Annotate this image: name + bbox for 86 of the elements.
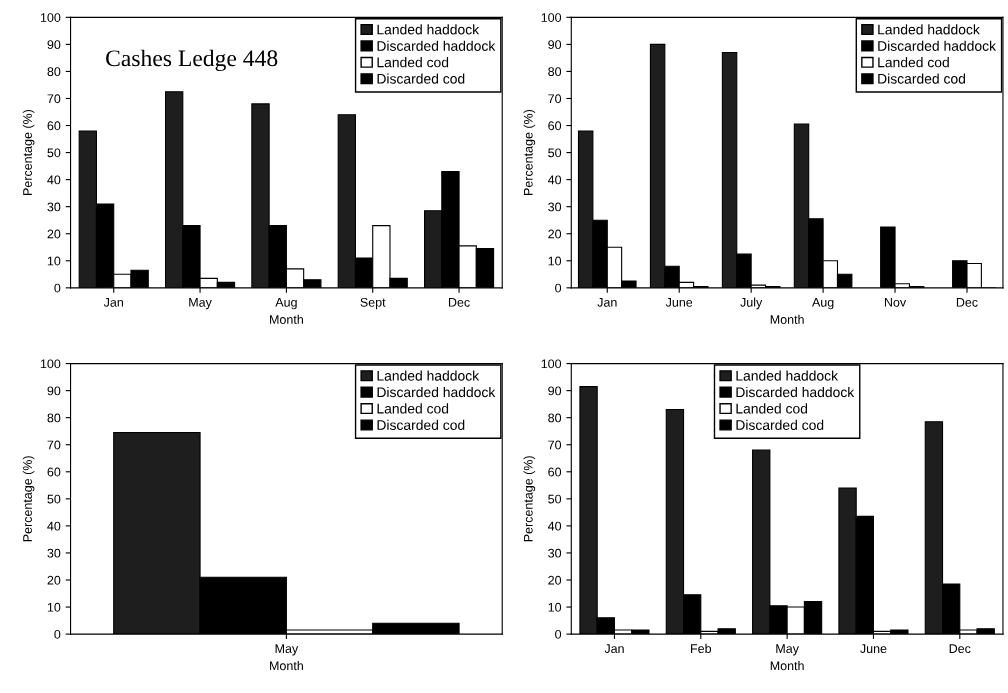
legend-label: Discarded cod — [878, 73, 966, 84]
y-tick-label: 40 — [47, 521, 61, 531]
x-axis-title: Month — [770, 661, 804, 671]
x-tick-label: Aug — [812, 298, 834, 310]
y-tick-label: 70 — [47, 440, 61, 450]
y-tick-label: 0 — [555, 629, 562, 639]
x-tick-label: Feb — [691, 643, 712, 653]
y-tick-label: 70 — [548, 440, 562, 450]
y-tick-label: 60 — [47, 121, 61, 131]
x-tick-label: Dec — [949, 644, 971, 653]
legend-label: Landed haddock — [377, 24, 480, 35]
x-tick-label: May — [275, 644, 299, 656]
legend-label: Landed haddock — [377, 370, 480, 381]
x-tick-label: May — [776, 644, 799, 656]
y-tick-label: 40 — [547, 175, 562, 185]
y-tick-label: 20 — [548, 575, 562, 585]
y-tick-label: 90 — [548, 40, 562, 50]
y-tick-label: 10 — [47, 256, 61, 266]
y-tick-label: 70 — [47, 94, 61, 104]
x-tick-label: Jan — [604, 644, 624, 653]
y-tick-label: 30 — [47, 202, 61, 212]
legend-label: Discarded haddock — [736, 386, 855, 398]
y-tick-label: 10 — [548, 256, 562, 266]
y-tick-label: 90 — [47, 386, 61, 396]
y-tick-label: 100 — [541, 13, 562, 22]
x-axis-title: Month — [270, 314, 303, 324]
y-tick-label: 10 — [548, 602, 562, 612]
y-tick-label: 100 — [40, 13, 61, 22]
x-tick-label: May — [189, 298, 212, 310]
legend-label: Landed haddock — [736, 370, 839, 381]
y-axis-title: Percentage (%) — [22, 456, 35, 542]
legend-label: Landed cod — [878, 57, 949, 68]
x-tick-label: Dec — [448, 298, 470, 307]
legend-label: Discarded cod — [736, 419, 824, 430]
x-tick-label: June — [665, 298, 693, 307]
legend-label: Landed haddock — [878, 24, 980, 35]
y-tick-label: 20 — [548, 229, 562, 239]
y-tick-label: 50 — [548, 494, 562, 504]
y-tick-label: 30 — [47, 548, 61, 558]
y-tick-label: 20 — [47, 575, 61, 585]
x-tick-label: Nov — [884, 298, 907, 307]
y-axis-title: Percentage (%) — [523, 109, 536, 195]
y-tick-label: 90 — [47, 40, 61, 50]
legend-label: Landed cod — [736, 403, 808, 414]
y-tick-label: 80 — [47, 67, 61, 77]
y-axis-title: Percentage (%) — [523, 456, 536, 542]
annotation: Cashes Ledge 448 — [106, 49, 278, 72]
x-tick-label: Jan — [103, 298, 123, 307]
y-tick-label: 70 — [548, 94, 562, 104]
x-tick-label: Jan — [597, 298, 617, 307]
y-tick-label: 40 — [47, 175, 61, 185]
y-tick-label: 0 — [54, 283, 61, 293]
y-tick-label: 80 — [548, 67, 562, 77]
y-tick-label: 50 — [47, 494, 61, 504]
x-tick-label: Sept — [360, 297, 386, 310]
legend-label: Landed cod — [377, 57, 449, 68]
y-tick-label: 0 — [555, 283, 562, 293]
x-tick-label: June — [860, 644, 887, 653]
y-tick-label: 40 — [547, 521, 562, 531]
legend-label: Discarded cod — [377, 419, 465, 430]
legend-label: Discarded haddock — [377, 386, 496, 398]
x-tick-label: Aug — [275, 298, 297, 310]
y-tick-label: 10 — [47, 602, 61, 612]
x-tick-label: Dec — [956, 298, 978, 307]
y-tick-label: 20 — [47, 229, 61, 239]
y-tick-label: 60 — [47, 467, 61, 477]
y-tick-label: 30 — [548, 202, 562, 212]
y-tick-label: 60 — [548, 467, 562, 477]
y-tick-label: 30 — [548, 548, 562, 558]
y-tick-label: 80 — [47, 413, 61, 423]
y-tick-label: 60 — [548, 121, 562, 131]
legend-label: Discarded cod — [377, 73, 465, 84]
legend-label: Landed cod — [377, 403, 449, 414]
legend-label: Discarded haddock — [377, 40, 496, 51]
legend-label: Discarded haddock — [878, 40, 997, 51]
x-axis-title: Month — [770, 314, 804, 324]
y-tick-label: 50 — [548, 148, 562, 158]
x-axis-title: Month — [270, 661, 303, 671]
y-tick-label: 90 — [548, 386, 562, 396]
y-tick-label: 50 — [47, 148, 61, 158]
y-tick-label: 100 — [541, 359, 562, 369]
y-tick-label: 0 — [54, 629, 61, 639]
x-tick-label: July — [740, 297, 763, 310]
y-tick-label: 80 — [548, 413, 562, 423]
y-axis-title: Percentage (%) — [22, 109, 35, 195]
y-tick-label: 100 — [40, 359, 61, 369]
